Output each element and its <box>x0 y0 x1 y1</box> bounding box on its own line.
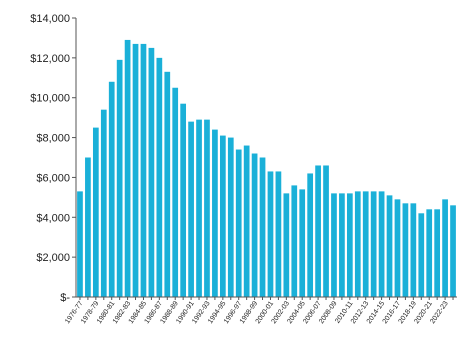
bar-2014-15 <box>378 191 385 297</box>
bar-2011-12 <box>354 191 361 297</box>
bar-1993-94 <box>212 129 218 297</box>
y-tick-label: $6,000 <box>36 172 70 184</box>
bar-1984-85 <box>140 43 147 298</box>
bar-1997-98 <box>243 145 250 297</box>
bar-2005-06 <box>307 173 314 297</box>
y-axis: $- $2,000 $4,000 $6,000 $8,000 $10,000 $12,000… <box>30 13 77 304</box>
bar-2001-02 <box>275 171 282 297</box>
bar-1996-97 <box>235 149 242 297</box>
bar-2013-14 <box>370 191 377 297</box>
y-tick-label: $4,000 <box>36 212 70 224</box>
y-tick-label: $12,000 <box>30 53 70 65</box>
bar-2017-18 <box>402 203 409 297</box>
bar-1995-96 <box>227 137 234 297</box>
bar-2022-23 <box>442 199 448 297</box>
bar-2010-11 <box>346 193 353 297</box>
bar-1983-84 <box>132 43 139 298</box>
bar-2008-09 <box>331 193 337 297</box>
bar-1982-83 <box>124 39 131 298</box>
y-tick-label: $14,000 <box>30 13 70 25</box>
x-axis: 1976-771978-791980-811982-831984-851986-… <box>64 296 457 325</box>
bar-1999-00 <box>259 157 266 297</box>
bar-2007-08 <box>323 165 329 297</box>
bar-1978-79 <box>92 127 99 297</box>
bar-2018-19 <box>410 203 417 297</box>
y-tick-label: $10,000 <box>30 93 70 105</box>
bar-2019-20 <box>418 213 425 297</box>
bars <box>77 39 456 298</box>
bar-2006-07 <box>315 165 321 297</box>
bar-2012-13 <box>362 191 369 297</box>
bar-1990-91 <box>188 121 194 297</box>
bar-1985-86 <box>148 47 155 298</box>
bar-1989-90 <box>180 103 187 297</box>
bar-1994-95 <box>219 135 226 297</box>
bar-1977-78 <box>85 157 91 297</box>
bar-1979-80 <box>100 109 107 298</box>
bar-1991-92 <box>196 119 202 297</box>
bar-2021-22 <box>434 209 441 297</box>
y-tick-label: $2,000 <box>36 252 70 264</box>
y-tick-label: $8,000 <box>36 133 70 145</box>
bar-1998-99 <box>251 153 258 297</box>
bar-1980-81 <box>108 81 115 298</box>
bar-2023-24 <box>450 205 456 297</box>
bar-1988-89 <box>172 87 179 297</box>
bar-2004-05 <box>299 189 306 297</box>
bar-2003-04 <box>291 185 298 297</box>
bar-1976-77 <box>77 191 83 297</box>
bar-2002-03 <box>283 193 290 297</box>
bar-2020-21 <box>426 209 433 297</box>
bar-2016-17 <box>394 199 401 297</box>
bar-2000-01 <box>267 171 274 297</box>
bar-1992-93 <box>204 119 210 297</box>
bar-1986-87 <box>156 57 163 297</box>
y-tick-label: $- <box>60 292 70 304</box>
bar-2015-16 <box>386 195 393 297</box>
bar-1981-82 <box>116 59 123 297</box>
bar-2009-10 <box>339 193 345 297</box>
bar-1987-88 <box>164 71 171 297</box>
